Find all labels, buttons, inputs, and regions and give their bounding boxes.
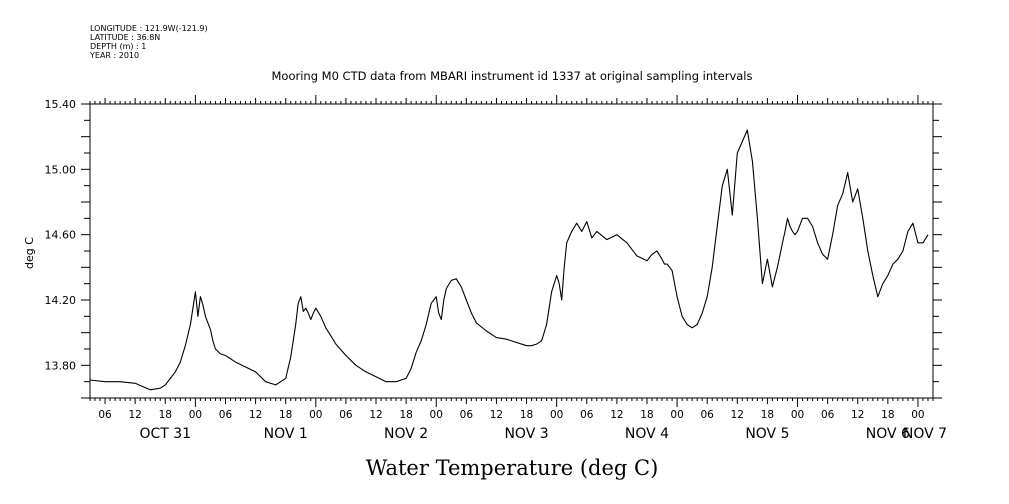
bottom-title: Water Temperature (deg C) xyxy=(366,456,659,480)
x-hour-label: 00 xyxy=(430,409,443,421)
meta-longitude: LONGITUDE : 121.9W(-121.9) xyxy=(90,24,208,33)
x-hour-label: 06 xyxy=(580,409,594,421)
x-hour-label: 18 xyxy=(159,409,172,421)
meta-depth: DEPTH (m) : 1 xyxy=(90,42,146,51)
x-day-label: NOV 5 xyxy=(745,426,789,442)
x-day-label: NOV 6 xyxy=(866,426,910,442)
y-tick-label: 15.40 xyxy=(45,98,77,111)
x-hour-label: 12 xyxy=(731,409,744,421)
chart-title: Mooring M0 CTD data from MBARI instrumen… xyxy=(272,69,753,83)
x-hour-label: 12 xyxy=(128,409,141,421)
x-hour-label: 00 xyxy=(911,409,924,421)
x-hour-label: 00 xyxy=(791,409,804,421)
x-day-label: OCT 31 xyxy=(139,426,191,442)
x-day-label: NOV 1 xyxy=(264,426,308,442)
x-day-label: NOV 3 xyxy=(504,426,548,442)
x-hour-label: 12 xyxy=(490,409,503,421)
x-hour-label: 06 xyxy=(460,409,474,421)
y-tick-label: 15.00 xyxy=(45,163,77,176)
x-hour-label: 12 xyxy=(610,409,623,421)
x-hour-label: 18 xyxy=(520,409,533,421)
x-day-label: NOV 4 xyxy=(625,426,669,442)
series-layer xyxy=(89,129,929,391)
x-hour-label: 18 xyxy=(399,409,412,421)
x-hour-label: 12 xyxy=(249,409,262,421)
y-tick-label: 14.20 xyxy=(45,294,77,307)
x-hour-label: 12 xyxy=(851,409,864,421)
y-axis-label: deg C xyxy=(23,237,36,269)
x-hour-label: 06 xyxy=(98,409,112,421)
x-hour-label: 18 xyxy=(640,409,653,421)
x-day-label: NOV 2 xyxy=(384,426,428,442)
x-hour-label: 06 xyxy=(821,409,835,421)
x-hour-label: 18 xyxy=(279,409,292,421)
x-hour-label: 00 xyxy=(550,409,563,421)
plot-frame xyxy=(89,103,934,399)
meta-latitude: LATITUDE : 36.8N xyxy=(90,33,160,42)
x-hour-label: 12 xyxy=(369,409,382,421)
x-hour-label: 06 xyxy=(701,409,715,421)
x-hour-label: 06 xyxy=(219,409,233,421)
series-line-water-temperature xyxy=(89,129,929,391)
y-tick-label: 13.80 xyxy=(45,359,77,372)
x-hour-label: 00 xyxy=(670,409,683,421)
meta-year: YEAR : 2010 xyxy=(89,51,139,60)
x-hour-label: 18 xyxy=(881,409,894,421)
x-hour-label: 06 xyxy=(339,409,353,421)
axes: 13.80 14.20 14.60 15.00 15.40 06 12 18 00 06 12 18 0… xyxy=(45,95,947,442)
x-hour-label: 00 xyxy=(189,409,202,421)
x-hour-label: 18 xyxy=(761,409,774,421)
x-day-label: NOV 7 xyxy=(903,426,947,442)
y-tick-label: 14.60 xyxy=(45,229,77,242)
x-hour-label: 00 xyxy=(309,409,322,421)
metadata-block: LONGITUDE : 121.9W(-121.9) LATITUDE : 36… xyxy=(89,24,208,60)
